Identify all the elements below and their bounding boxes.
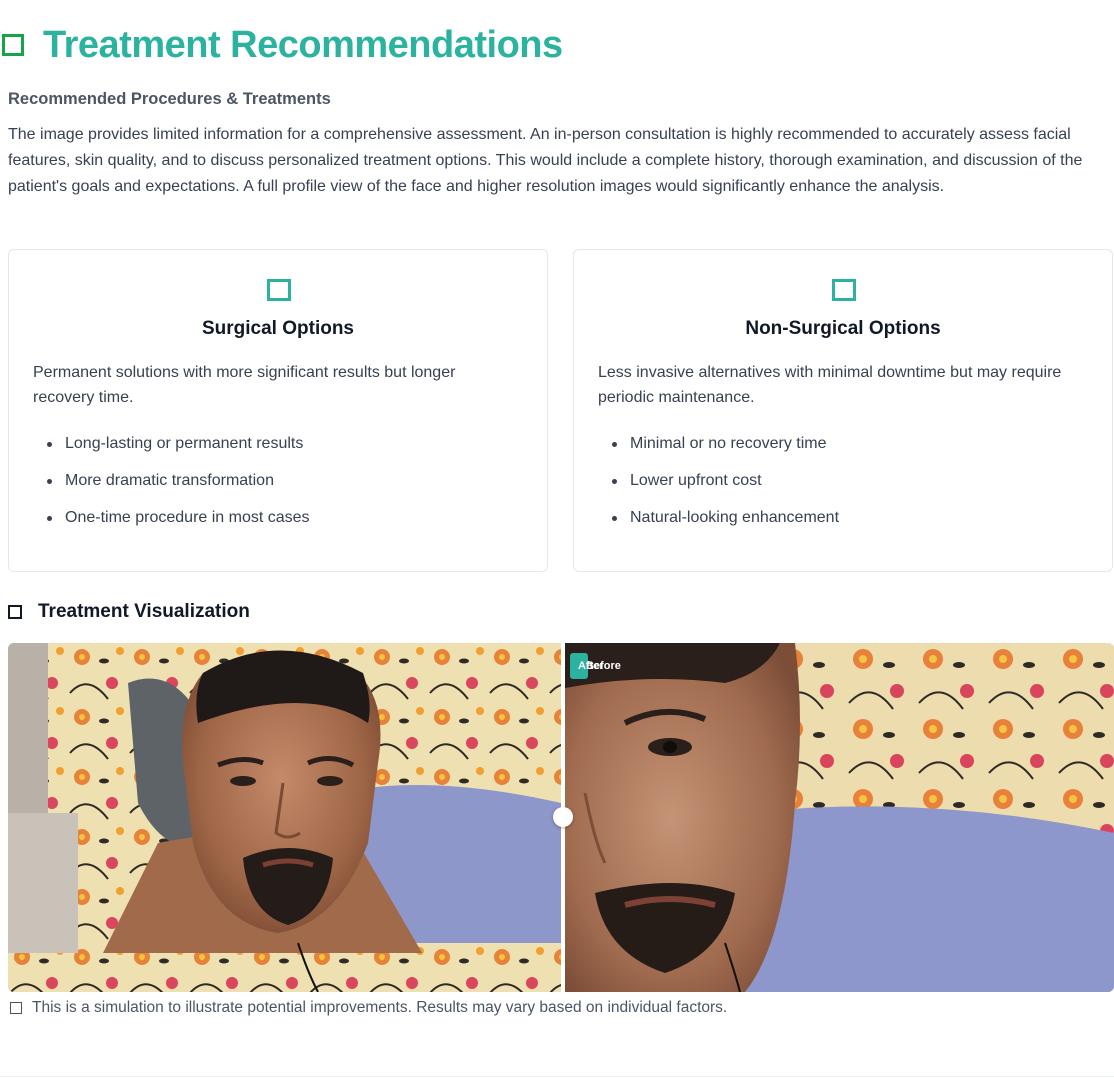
list-item: Minimal or no recovery time [598, 432, 839, 469]
list-item: Lower upfront cost [598, 469, 839, 506]
before-label: Before [586, 660, 621, 672]
simulation-disclaimer: This is a simulation to illustrate poten… [10, 998, 727, 1018]
before-after-comparison-slider[interactable]: After Before [8, 643, 1114, 992]
card-title: Surgical Options [201, 318, 355, 339]
surgical-options-card: Surgical Options Permanent solutions wit… [8, 249, 548, 572]
non-surgical-options-card: Non-Surgical Options Less invasive alter… [573, 249, 1113, 572]
recommendations-intro: The image provides limited information f… [8, 126, 1083, 195]
square-outline-icon [832, 279, 856, 301]
page-title: Treatment Recommendations [43, 23, 563, 66]
face-photo-before-image [8, 643, 561, 992]
square-outline-icon [267, 279, 291, 301]
card-description: Permanent solutions with more significan… [33, 364, 456, 406]
face-photo-after-image [565, 643, 1114, 992]
square-outline-icon [2, 34, 24, 56]
card-description: Less invasive alternatives with minimal … [598, 364, 1062, 406]
card-title: Non-Surgical Options [745, 318, 941, 339]
list-item: One-time procedure in most cases [33, 506, 310, 543]
before-photo [8, 643, 561, 992]
recommendations-heading: Recommended Procedures & Treatments [8, 90, 331, 108]
page-header: Treatment Recommendations [0, 22, 563, 68]
card-benefit-list: Minimal or no recovery time Lower upfron… [598, 432, 839, 543]
info-square-icon [10, 1002, 22, 1014]
slider-handle[interactable] [553, 807, 573, 827]
list-item: More dramatic transformation [33, 469, 310, 506]
after-photo [565, 643, 1114, 992]
visualization-title: Treatment Visualization [38, 601, 250, 622]
after-label: After [570, 653, 604, 679]
card-benefit-list: Long-lasting or permanent results More d… [33, 432, 310, 543]
disclaimer-text: This is a simulation to illustrate poten… [32, 999, 728, 1016]
bottom-divider [0, 1076, 1114, 1077]
square-outline-icon [8, 605, 22, 619]
list-item: Natural-looking enhancement [598, 506, 839, 543]
list-item: Long-lasting or permanent results [33, 432, 310, 469]
visualization-heading: Treatment Visualization [8, 600, 250, 624]
